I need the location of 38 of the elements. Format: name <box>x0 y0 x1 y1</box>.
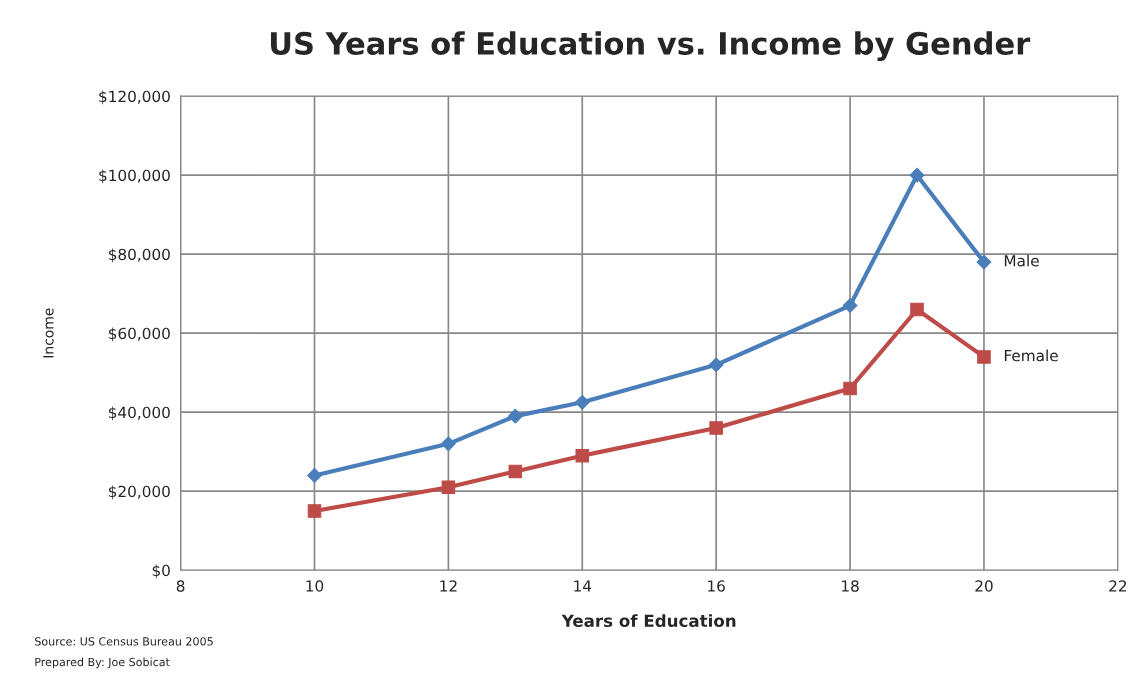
point <box>440 436 456 452</box>
chart-title: US Years of Education vs. Income by Gender <box>271 31 1031 62</box>
y-tick-label: $120,000 <box>99 90 170 105</box>
x-tick-label: 8 <box>176 580 185 592</box>
point <box>508 464 523 479</box>
y-tick-label: $20,000 <box>108 485 170 500</box>
x-tick-label: 14 <box>574 580 592 592</box>
y-tick-label: $100,000 <box>99 169 170 184</box>
point <box>708 357 724 373</box>
series-label: Female <box>1004 349 1058 362</box>
series-label: Male <box>1004 254 1039 267</box>
x-tick-label: 22 <box>1109 580 1127 592</box>
point <box>910 302 924 317</box>
x-tick-label: 20 <box>975 580 993 592</box>
x-axis-title: Years of Education <box>561 614 736 628</box>
y-tick-label: $0 <box>152 564 170 579</box>
x-tick-label: 10 <box>306 580 324 592</box>
point <box>909 167 925 183</box>
point <box>507 408 523 424</box>
x-tick-label: 16 <box>708 580 725 592</box>
x-tick-label: 12 <box>440 580 457 592</box>
y-tick-label: $40,000 <box>108 406 170 421</box>
point <box>441 480 456 495</box>
y-axis-title: Income <box>43 308 54 358</box>
y-tick-label: $60,000 <box>108 327 170 342</box>
point <box>307 468 322 483</box>
x-tick-label: 18 <box>842 580 859 592</box>
y-tick-label: $80,000 <box>108 248 170 263</box>
point <box>307 504 322 518</box>
point <box>976 254 992 270</box>
point <box>977 350 991 364</box>
source-note: Source: US Census Bureau 2005 <box>35 637 213 646</box>
point <box>575 448 590 463</box>
point <box>709 421 723 435</box>
text: Prepared By: Joe Sobicat <box>35 657 170 669</box>
point <box>843 381 857 396</box>
point <box>574 394 590 410</box>
point <box>842 298 858 313</box>
